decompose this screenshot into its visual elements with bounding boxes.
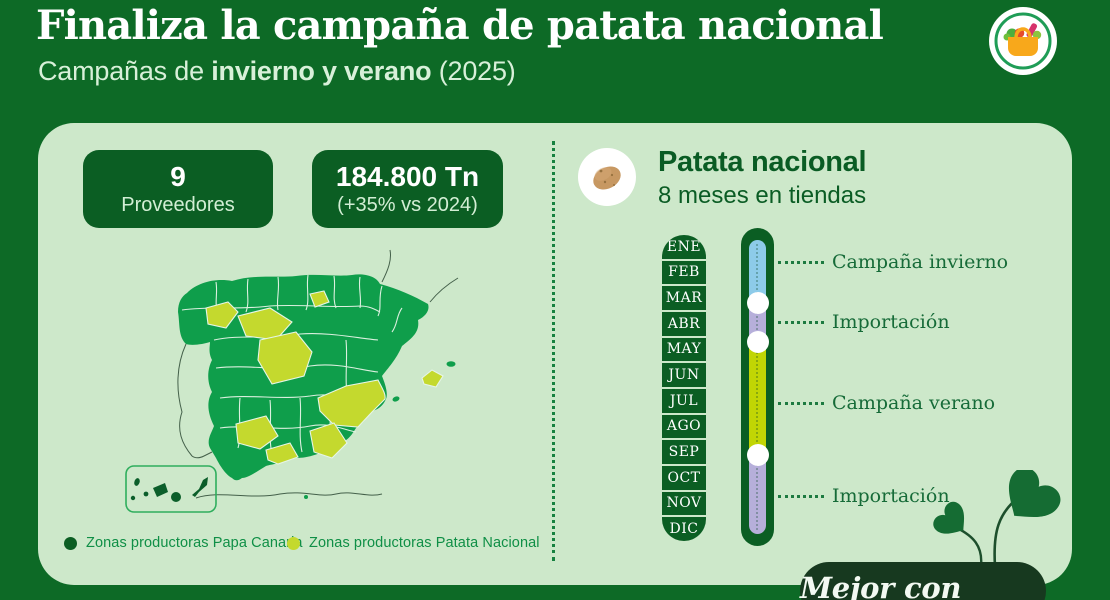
stat-label: Proveedores bbox=[121, 193, 235, 216]
month-cell: OCT bbox=[662, 465, 706, 490]
dotted-leader bbox=[778, 260, 824, 264]
subtitle-bold: invierno y verano bbox=[211, 56, 432, 86]
page-subtitle: Campañas de invierno y verano (2025) bbox=[38, 56, 516, 87]
main-panel: 9 Proveedores 184.800 Tn (+35% vs 2024) bbox=[38, 123, 1072, 585]
timeline-label-text: Importación bbox=[832, 311, 950, 333]
dotted-leader bbox=[778, 320, 824, 324]
subtitle-prefix: Campañas de bbox=[38, 56, 212, 86]
legend-label: Zonas productoras Papa Canaria bbox=[86, 535, 303, 551]
stat-value: 184.800 Tn bbox=[335, 161, 480, 193]
month-cell: DIC bbox=[662, 517, 706, 541]
legend-dot-dark-green bbox=[64, 536, 77, 550]
subtitle-suffix: (2025) bbox=[431, 56, 516, 86]
tagline-pill: Mejor con hechos bbox=[800, 562, 1046, 600]
month-cell: SEP bbox=[662, 440, 706, 464]
potato-icon bbox=[578, 148, 636, 206]
month-cell: MAY bbox=[662, 337, 706, 362]
month-cell: ABR bbox=[662, 311, 706, 336]
page-title: Finaliza la campaña de patata nacional bbox=[36, 2, 884, 49]
timeline-marker-dot bbox=[746, 331, 769, 353]
tagline-text: Mejor con hechos bbox=[800, 571, 962, 600]
timeline-label-text: Campaña verano bbox=[832, 392, 996, 414]
timeline-label-text: Importación bbox=[832, 485, 950, 507]
month-cell: JUL bbox=[662, 388, 706, 413]
stat-label: (+35% vs 2024) bbox=[337, 193, 478, 216]
month-cell: AGO bbox=[662, 414, 706, 439]
canary-islands-inset bbox=[125, 465, 217, 513]
stat-value: 9 bbox=[170, 161, 186, 193]
product-title: Patata nacional bbox=[658, 146, 867, 178]
month-cell: MAR bbox=[662, 286, 706, 310]
timeline-label-importacion-1: Importación bbox=[778, 310, 950, 334]
basket-icon bbox=[988, 6, 1058, 76]
legend-label: Zonas productoras Patata Nacional bbox=[309, 535, 540, 551]
spain-provinces-map bbox=[120, 248, 480, 533]
timeline-label-campana-invierno: Campaña invierno bbox=[778, 250, 1008, 274]
timeline-track bbox=[749, 240, 766, 534]
dotted-leader bbox=[778, 494, 824, 498]
season-timeline bbox=[741, 228, 774, 546]
timeline-marker-dot bbox=[746, 444, 769, 466]
stat-card-proveedores: 9 Proveedores bbox=[83, 150, 273, 228]
legend-dot-yellow bbox=[287, 536, 300, 550]
section-divider bbox=[552, 141, 555, 561]
timeline-segment-importacion-2 bbox=[749, 455, 766, 534]
timeline-segment-verano bbox=[749, 342, 766, 455]
month-cell: JUN bbox=[662, 363, 706, 387]
sprout-icon bbox=[925, 467, 1075, 567]
dotted-leader bbox=[778, 401, 824, 405]
timeline-marker-dot bbox=[746, 292, 769, 314]
legend-item-patata-nacional: Zonas productoras Patata Nacional bbox=[287, 535, 540, 551]
months-column: ENE FEB MAR ABR MAY JUN JUL AGO SEP OCT … bbox=[662, 235, 706, 541]
patata-nacional-zones bbox=[205, 290, 444, 465]
timeline-label-text: Campaña invierno bbox=[832, 251, 1009, 273]
month-cell: FEB bbox=[662, 260, 706, 285]
legend-item-papa-canaria: Zonas productoras Papa Canaria bbox=[64, 535, 303, 551]
timeline-label-campana-verano: Campaña verano bbox=[778, 391, 995, 415]
month-cell: NOV bbox=[662, 491, 706, 516]
timeline-label-importacion-2: Importación bbox=[778, 484, 950, 508]
product-subtitle: 8 meses en tiendas bbox=[658, 182, 867, 209]
stat-card-toneladas: 184.800 Tn (+35% vs 2024) bbox=[312, 150, 503, 228]
month-cell: ENE bbox=[662, 235, 706, 259]
